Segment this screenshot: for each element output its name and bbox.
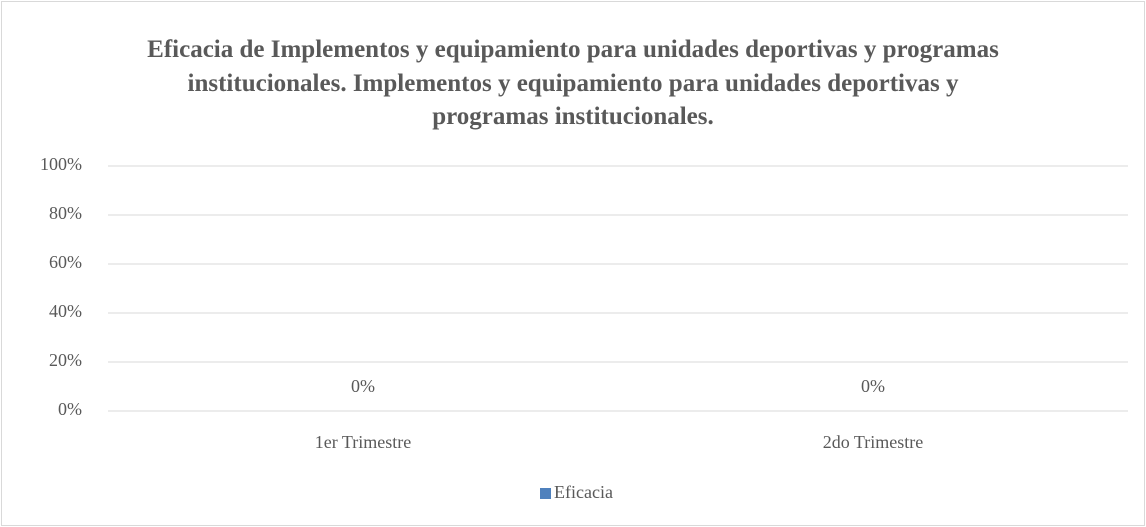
chart-title: Eficacia de Implementos y equipamiento p…: [147, 36, 999, 130]
y-tick-label: 40%: [49, 301, 82, 321]
y-tick-label: 20%: [49, 350, 82, 370]
y-tick-label: 100%: [40, 154, 82, 174]
x-tick-label: 1er Trimestre: [315, 432, 412, 452]
data-label: 0%: [861, 376, 885, 396]
legend-swatch: [540, 488, 551, 499]
y-tick-label: 60%: [49, 252, 82, 272]
legend-label: Eficacia: [554, 482, 613, 502]
x-tick-label: 2do Trimestre: [823, 432, 924, 452]
y-tick-label: 80%: [49, 203, 82, 223]
data-label: 0%: [351, 376, 375, 396]
y-tick-label: 0%: [58, 399, 82, 419]
